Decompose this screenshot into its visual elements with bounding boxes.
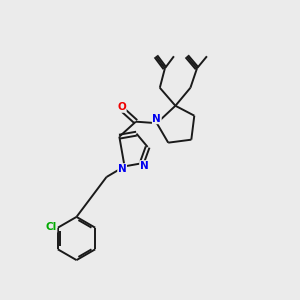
Text: N: N [152, 114, 161, 124]
Text: Cl: Cl [46, 222, 57, 232]
Text: N: N [118, 164, 127, 174]
Text: N: N [140, 161, 148, 171]
Text: O: O [117, 102, 126, 112]
